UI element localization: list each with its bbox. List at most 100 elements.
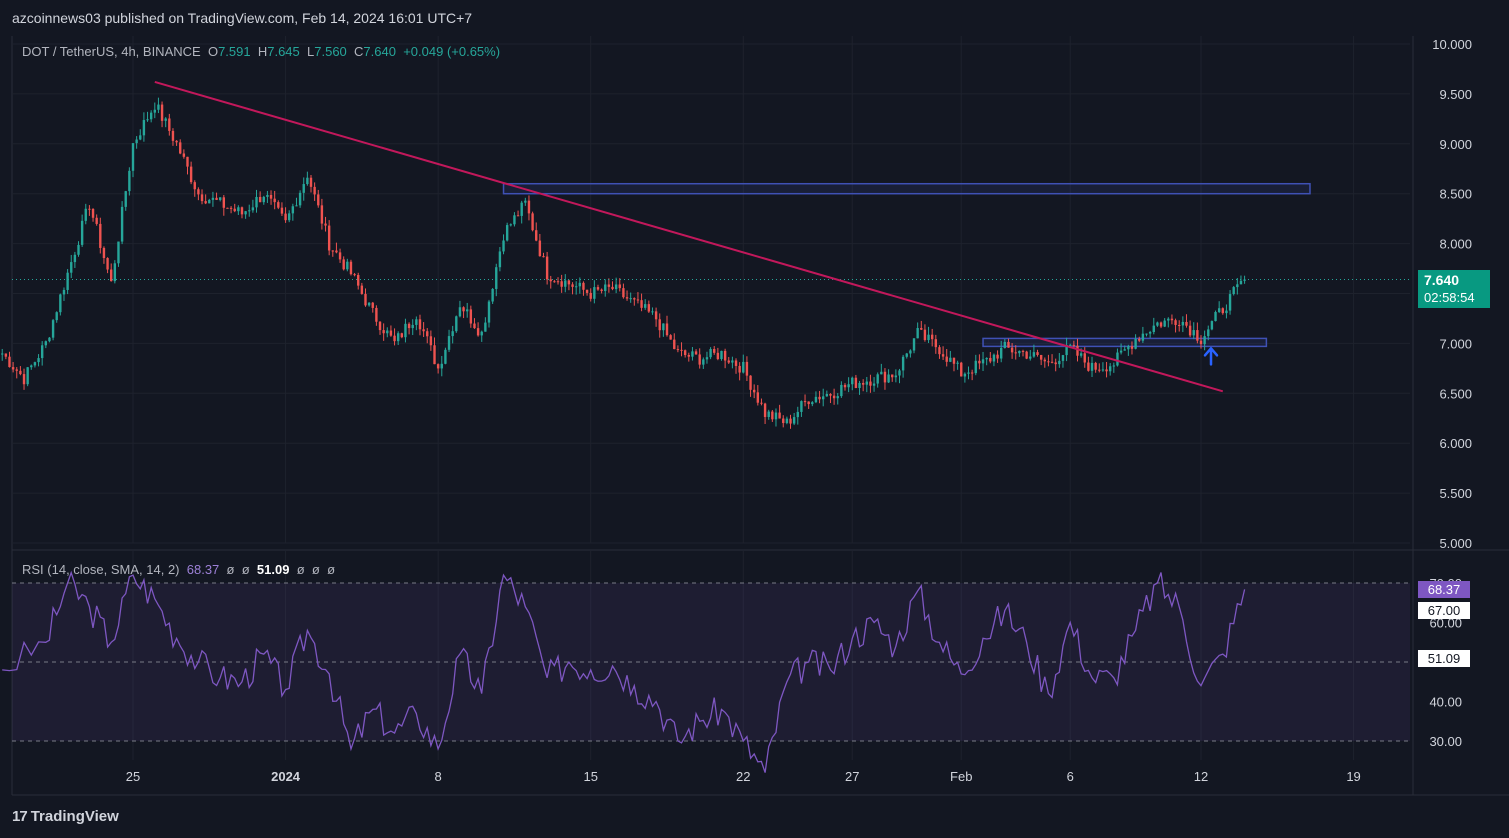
tradingview-logo-text: TradingView bbox=[30, 808, 119, 825]
price-tick-label: 5.000 bbox=[1439, 536, 1472, 551]
candle-body bbox=[117, 241, 120, 264]
candle-body bbox=[364, 293, 367, 306]
candle-body bbox=[941, 354, 945, 357]
candle-body bbox=[298, 192, 302, 206]
candle-body bbox=[756, 392, 760, 403]
candle-body bbox=[752, 389, 756, 393]
candle-body bbox=[407, 323, 411, 329]
candle-body bbox=[731, 360, 734, 363]
candle-body bbox=[1210, 321, 1214, 330]
candle-body bbox=[233, 208, 236, 212]
candle-body bbox=[396, 333, 400, 342]
candle-body bbox=[538, 240, 542, 257]
candle-body bbox=[774, 412, 778, 420]
candle-body bbox=[131, 143, 135, 171]
candle-body bbox=[200, 194, 204, 202]
candle-body bbox=[99, 223, 102, 248]
time-tick-label: 22 bbox=[736, 769, 750, 784]
low-label: L bbox=[307, 44, 315, 59]
candle-body bbox=[843, 384, 847, 388]
candle-body bbox=[193, 182, 196, 190]
candle-body bbox=[106, 258, 109, 270]
candle-body bbox=[1010, 347, 1014, 353]
candle-body bbox=[1094, 362, 1097, 370]
candle-body bbox=[673, 339, 676, 350]
candle-body bbox=[436, 364, 440, 369]
candle-body bbox=[51, 320, 55, 338]
candle-body bbox=[1043, 359, 1046, 362]
candle-body bbox=[683, 350, 687, 356]
candle-body bbox=[1032, 352, 1036, 357]
candle-body bbox=[73, 254, 77, 263]
candle-body bbox=[447, 336, 451, 350]
candle-body bbox=[527, 200, 531, 214]
candle-body bbox=[179, 142, 182, 154]
candle-body bbox=[1076, 345, 1079, 356]
candle-body bbox=[262, 196, 265, 203]
candle-body bbox=[1069, 344, 1072, 346]
candle-body bbox=[251, 207, 255, 211]
candle-body bbox=[208, 199, 211, 204]
null-glyph: ø bbox=[311, 562, 320, 577]
candle-body bbox=[30, 365, 33, 368]
candle-body bbox=[836, 396, 839, 399]
candle-body bbox=[1148, 332, 1152, 334]
candle-body bbox=[331, 250, 334, 252]
candle-body bbox=[110, 269, 113, 282]
candle-body bbox=[803, 401, 807, 403]
candle-body bbox=[556, 281, 560, 283]
candle-body bbox=[553, 281, 556, 283]
candle-body bbox=[1087, 362, 1090, 371]
candle-body bbox=[62, 289, 66, 295]
candle-body bbox=[633, 298, 636, 300]
candle-body bbox=[84, 208, 87, 221]
candle-body bbox=[80, 220, 84, 245]
candle-body bbox=[589, 292, 592, 299]
candle-body bbox=[916, 328, 919, 339]
candle-body bbox=[33, 362, 37, 366]
candle-body bbox=[175, 140, 178, 143]
candle-body bbox=[654, 311, 658, 320]
candle-body bbox=[142, 120, 146, 136]
candle-body bbox=[825, 393, 829, 397]
candle-body bbox=[1003, 341, 1007, 348]
candle-body bbox=[694, 351, 698, 355]
candle-body bbox=[342, 259, 345, 270]
candle-body bbox=[970, 372, 974, 374]
candle-body bbox=[702, 359, 705, 365]
time-tick-label: Feb bbox=[950, 769, 972, 784]
price-tick-label: 7.000 bbox=[1439, 336, 1472, 351]
last-price-badge: 7.640 02:58:54 bbox=[1418, 270, 1490, 308]
candle-body bbox=[258, 196, 262, 203]
time-tick-label: 19 bbox=[1346, 769, 1360, 784]
candle-body bbox=[640, 300, 643, 308]
null-glyph: ø bbox=[327, 562, 336, 577]
candle-body bbox=[1185, 321, 1188, 326]
candle-body bbox=[120, 206, 124, 242]
candle-body bbox=[139, 135, 142, 140]
candle-body bbox=[327, 225, 331, 251]
candle-body bbox=[11, 367, 15, 370]
candle-body bbox=[1243, 279, 1246, 281]
candle-body bbox=[346, 261, 349, 270]
zones bbox=[502, 182, 1311, 348]
candle-body bbox=[102, 247, 106, 259]
candle-body bbox=[934, 339, 938, 348]
candle-body bbox=[240, 207, 244, 215]
candle-body bbox=[1239, 280, 1243, 285]
candle-body bbox=[531, 213, 534, 231]
candle-body bbox=[1170, 318, 1174, 321]
candle-body bbox=[70, 262, 73, 273]
time-axis: 25 2024 8 15 22 27 Feb 6 12 19 bbox=[126, 769, 1361, 784]
support-zone bbox=[982, 337, 1268, 348]
candle-body bbox=[818, 396, 821, 400]
candle-body bbox=[578, 282, 582, 287]
tradingview-logo[interactable]: 17 TradingView bbox=[12, 808, 119, 825]
candle-body bbox=[912, 338, 916, 351]
candle-body bbox=[1058, 360, 1061, 365]
candle-body bbox=[709, 349, 712, 358]
candle-body bbox=[353, 274, 356, 276]
candle-body bbox=[197, 189, 200, 195]
candle-body bbox=[1050, 361, 1054, 363]
